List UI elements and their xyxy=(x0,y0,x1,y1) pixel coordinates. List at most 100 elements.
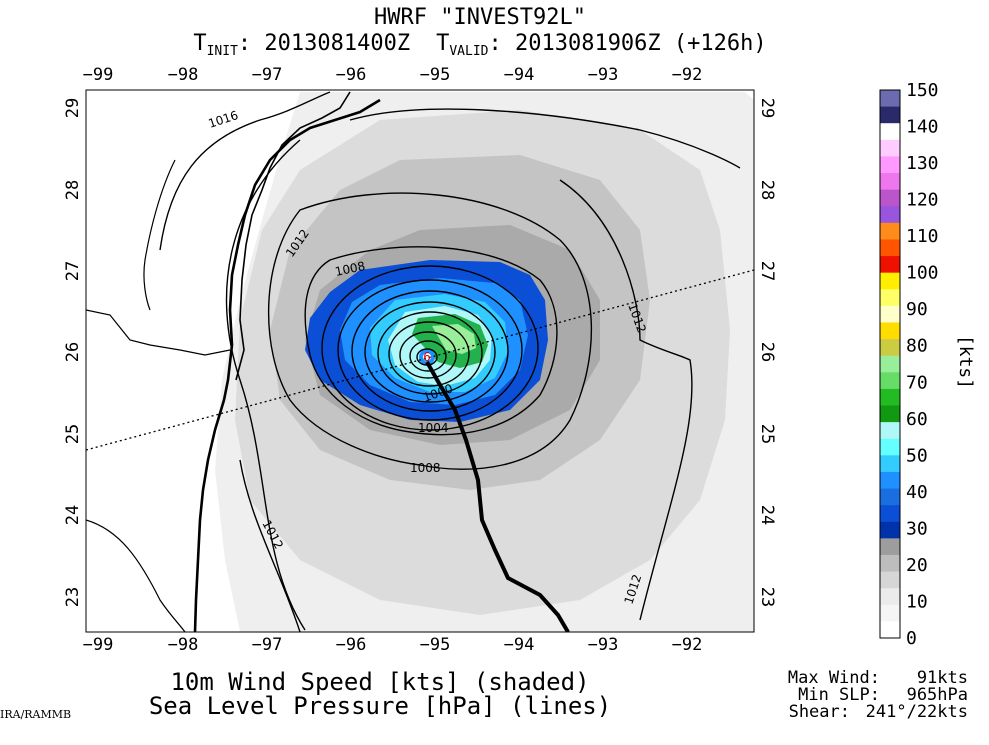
lon-tick: −93 xyxy=(588,635,619,655)
isobar-976 xyxy=(399,331,457,379)
colorbar-tick-label: 100 xyxy=(906,263,939,284)
colorbar-swatch xyxy=(880,206,900,224)
lon-tick: −95 xyxy=(420,635,451,655)
isobar-1008 xyxy=(267,192,593,470)
title-line-1: HWRF "INVEST92L" xyxy=(374,5,586,30)
colorbar-tick-label: 70 xyxy=(906,372,928,393)
colorbar-tick-label: 150 xyxy=(906,80,939,101)
colorbar-tick-label: 0 xyxy=(906,628,917,649)
credit-text: IRA/RAMMB xyxy=(0,708,71,721)
colorbar-swatch xyxy=(880,554,900,573)
colorbar-swatch xyxy=(880,256,900,274)
colorbar-swatches xyxy=(880,90,900,639)
colorbar-tick-label: 40 xyxy=(906,482,928,503)
colorbar-swatch xyxy=(880,289,900,307)
colorbar-swatch xyxy=(880,339,900,357)
colorbar-swatch xyxy=(880,156,900,174)
lat-tick: 28 xyxy=(757,180,777,200)
valid-subscript: VALID xyxy=(449,44,488,59)
isobar-980 xyxy=(388,321,470,387)
colorbar-swatch xyxy=(880,438,900,456)
colorbar-swatch xyxy=(880,123,900,141)
isobar-1012-south xyxy=(239,459,301,632)
lat-tick: 24 xyxy=(63,505,83,525)
colorbar-tick-label: 120 xyxy=(906,190,939,211)
colorbar-swatch xyxy=(880,471,900,490)
colorbar-tick-label: 110 xyxy=(906,226,939,247)
caption-line-2: Sea Level Pressure [hPa] (lines) xyxy=(149,692,611,720)
max-wind-value: 91kts xyxy=(917,668,968,688)
colorbar-swatch xyxy=(880,621,900,639)
coastline-main xyxy=(193,98,381,632)
colorbar-swatch xyxy=(880,322,900,340)
colorbar-frame xyxy=(879,89,901,639)
colorbar-swatch xyxy=(880,139,900,158)
lon-tick: −98 xyxy=(168,635,199,655)
colorbar-swatch xyxy=(880,422,900,440)
storm-track xyxy=(425,361,570,632)
lon-tick: −99 xyxy=(83,635,114,655)
isobar-996 xyxy=(337,279,523,421)
init-value: : 2013081400Z xyxy=(238,31,410,56)
colorbar-swatch xyxy=(880,189,900,207)
colorbar-swatch xyxy=(880,405,900,423)
colorbar-swatch xyxy=(880,222,900,241)
lon-tick: −96 xyxy=(336,65,367,85)
lon-tick: −95 xyxy=(420,65,451,85)
coastline-detail xyxy=(235,91,351,381)
colorbar-swatch xyxy=(880,372,900,390)
lat-tick: 23 xyxy=(63,587,83,607)
colorbar-swatch xyxy=(880,571,900,589)
lon-tick: −93 xyxy=(588,65,619,85)
colorbar-tick-label: 140 xyxy=(906,117,939,138)
colorbar-swatch xyxy=(880,488,900,506)
isobar-1016-west xyxy=(159,91,331,251)
init-prefix: T xyxy=(193,31,206,56)
lat-tick: 27 xyxy=(757,261,777,281)
colorbar-swatch xyxy=(880,305,900,324)
lon-ticks-top: −99 −98 −97 −96 −95 −94 −93 −92 xyxy=(83,65,703,85)
lat-ticks-right: 29 28 27 26 25 24 23 xyxy=(757,98,777,607)
init-subscript: INIT xyxy=(207,44,238,59)
colorbar-swatch xyxy=(880,455,900,473)
isobar-1004 xyxy=(304,246,558,436)
min-slp-label: Min SLP: xyxy=(798,685,880,705)
shear-value: 241°/22kts xyxy=(866,702,968,722)
shear-vector xyxy=(86,269,754,451)
colorbar-tick-label: 50 xyxy=(906,445,928,466)
valid-prefix: T xyxy=(436,31,449,56)
caption-line-1: 10m Wind Speed [kts] (shaded) xyxy=(170,668,589,696)
coastline xyxy=(86,91,381,632)
colorbar-tick-label: 130 xyxy=(906,153,939,174)
lon-tick: −99 xyxy=(83,65,114,85)
lon-ticks-bottom: −99 −98 −97 −96 −95 −94 −93 −92 xyxy=(83,635,703,655)
colorbar-tick-label: 90 xyxy=(906,299,928,320)
map-frame xyxy=(85,89,755,633)
map-panel: 6 1016 1012 1008 1004 1000 1012 1012 101… xyxy=(63,65,777,655)
lat-ticks-left: 29 28 27 26 25 24 23 xyxy=(63,98,83,607)
lat-tick: 23 xyxy=(757,587,777,607)
lat-tick: 26 xyxy=(63,342,83,362)
title-line-2: TINIT: 2013081400Z TVALID: 2013081906Z (+… xyxy=(193,31,766,59)
contour-label: 1008 xyxy=(410,461,441,475)
lat-tick: 29 xyxy=(757,98,777,118)
isobar-1016-east xyxy=(349,108,741,169)
lat-tick: 25 xyxy=(757,424,777,444)
isobar-984 xyxy=(377,311,483,395)
isobar-988 xyxy=(364,301,496,403)
lon-tick: −97 xyxy=(252,635,283,655)
colorbar-swatch xyxy=(880,355,900,373)
colorbar-unit-label: [kts] xyxy=(955,335,976,389)
lat-tick: 24 xyxy=(757,505,777,525)
colorbar-tick-label: 30 xyxy=(906,518,928,539)
storm-stats: Max Wind: 91kts Min SLP: 965hPa Shear: 2… xyxy=(788,668,968,722)
shear-label: Shear: xyxy=(789,702,850,722)
isobar-1012-east xyxy=(559,179,693,621)
colorbar-swatch xyxy=(880,90,900,108)
colorbar-swatch xyxy=(880,521,900,539)
max-wind-label: Max Wind: xyxy=(788,668,880,688)
colorbar-swatch xyxy=(880,538,900,556)
contour-label: 1004 xyxy=(418,421,449,435)
